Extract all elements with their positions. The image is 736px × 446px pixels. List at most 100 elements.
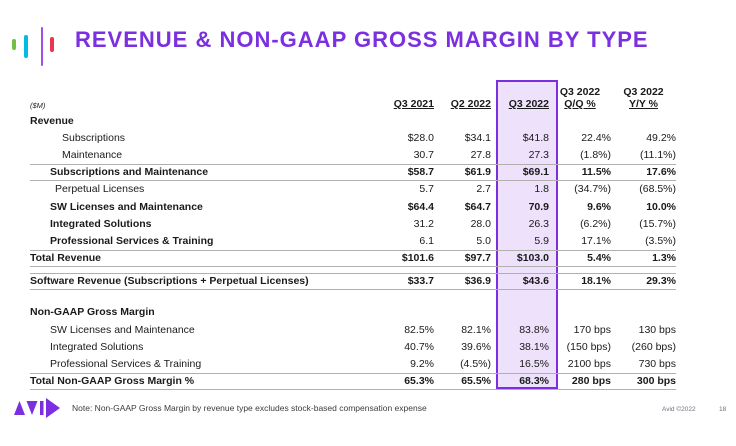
row-label: SW Licenses and Maintenance [50, 323, 195, 336]
column-header: Q3 2022 Y/Y % [611, 86, 676, 110]
table-row: Integrated Solutions 31.2 28.0 26.3 (6.2… [30, 215, 676, 232]
table-row: Software Revenue (Subscriptions + Perpet… [30, 272, 676, 290]
cell-qoq-pct: (1.8%) [580, 148, 611, 161]
cell-q3-2021: $28.0 [407, 131, 434, 144]
cell-yoy-pct: (11.1%) [640, 148, 676, 161]
cell-q3-2022: $41.8 [522, 131, 549, 144]
table-row: Maintenance 30.7 27.8 27.3 (1.8%) (11.1%… [30, 146, 676, 163]
footnote: Note: Non-GAAP Gross Margin by revenue t… [72, 403, 427, 413]
column-header-line2: Q/Q % [564, 98, 596, 110]
row-label: Professional Services & Training [50, 358, 202, 371]
row-label: Integrated Solutions [50, 340, 144, 353]
table-row [30, 290, 676, 304]
cell-yoy-pct: (68.5%) [639, 183, 676, 196]
cell-q3-2022: $43.6 [522, 275, 549, 288]
cell-q3-2022: 26.3 [528, 217, 549, 230]
cell-q3-2022: 5.9 [534, 234, 549, 247]
cell-q3-2021: 82.5% [404, 323, 434, 336]
table-row: Total Non-GAAP Gross Margin % 65.3% 65.5… [30, 372, 676, 390]
row-label: Maintenance [62, 148, 123, 161]
row-label: Revenue [30, 114, 74, 127]
cell-yoy-pct: 10.0% [646, 200, 676, 213]
column-header-line1: Q3 2022 [559, 86, 601, 98]
column-header-line2: Q2 2022 [450, 98, 491, 110]
cell-q3-2021: 9.2% [410, 358, 434, 371]
cell-qoq-pct: 9.6% [587, 200, 611, 213]
cell-qoq-pct: 18.1% [581, 275, 611, 288]
cell-qoq-pct: (34.7%) [574, 183, 611, 196]
cell-q2-2022: $97.7 [464, 252, 491, 265]
cell-q2-2022: 2.7 [476, 183, 491, 196]
table-row: Total Revenue $101.6 $97.7 $103.0 5.4% 1… [30, 249, 676, 267]
cell-yoy-pct: (260 bps) [631, 340, 676, 353]
table-header-row: ($M) Q3 2021 Q2 2022 Q3 2022 Q3 2022 Q/Q… [30, 84, 676, 112]
table-row: Integrated Solutions 40.7% 39.6% 38.1% (… [30, 338, 676, 355]
cell-q3-2022: $69.1 [522, 166, 549, 179]
cell-q3-2021: $101.6 [401, 252, 434, 265]
cell-qoq-pct: 22.4% [581, 131, 611, 144]
table-row: Non-GAAP Gross Margin [30, 304, 676, 321]
cell-q2-2022: $64.7 [464, 200, 491, 213]
cell-qoq-pct: 280 bps [571, 375, 611, 388]
cell-q3-2022: $103.0 [516, 252, 549, 265]
accent-bar-cyan-icon [24, 35, 28, 58]
cell-qoq-pct: 5.4% [587, 252, 611, 265]
cell-q3-2021: 40.7% [404, 340, 434, 353]
cell-q3-2021: 5.7 [419, 183, 434, 196]
cell-q2-2022: 5.0 [476, 234, 491, 247]
table-row: Perpetual Licenses 5.7 2.7 1.8 (34.7%) (… [30, 181, 676, 198]
q3-2022-highlight-column [496, 80, 558, 389]
cell-yoy-pct: 1.3% [652, 252, 676, 265]
row-label: Software Revenue (Subscriptions + Perpet… [30, 275, 309, 288]
column-header-line1: Q3 2022 [623, 86, 664, 98]
row-label: Integrated Solutions [50, 217, 152, 230]
cell-yoy-pct: 17.6% [646, 166, 676, 179]
cell-q2-2022: 82.1% [461, 323, 491, 336]
cell-q3-2021: $58.7 [407, 166, 434, 179]
cell-q2-2022: $36.9 [464, 275, 491, 288]
cell-q2-2022: 28.0 [470, 217, 491, 230]
row-label: Perpetual Licenses [55, 183, 145, 196]
column-header: Q3 2022 Q/Q % [549, 86, 611, 110]
column-header-line2: Q3 2022 [508, 98, 549, 110]
cell-q3-2021: $64.4 [407, 200, 434, 213]
cell-qoq-pct: (150 bps) [566, 340, 611, 353]
table-body: Revenue Subscriptions $28.0 $34.1 $41.8 … [30, 112, 676, 390]
cell-q2-2022: 39.6% [461, 340, 491, 353]
column-header-line2: Y/Y % [629, 98, 658, 110]
row-label: Subscriptions and Maintenance [50, 166, 209, 179]
row-label: SW Licenses and Maintenance [50, 200, 203, 213]
cell-yoy-pct: 300 bps [636, 375, 676, 388]
cell-q3-2021: 31.2 [413, 217, 434, 230]
cell-qoq-pct: 11.5% [581, 166, 611, 179]
cell-q3-2022: 38.1% [519, 340, 549, 353]
financial-table: ($M) Q3 2021 Q2 2022 Q3 2022 Q3 2022 Q/Q… [30, 84, 676, 390]
cell-q3-2022: 70.9 [528, 200, 549, 213]
table-row: Subscriptions and Maintenance $58.7 $61.… [30, 163, 676, 181]
cell-yoy-pct: 730 bps [638, 358, 676, 371]
cell-q3-2021: 6.1 [419, 234, 434, 247]
cell-yoy-pct: (15.7%) [639, 217, 676, 230]
column-header: Q3 2022 [491, 98, 549, 110]
cell-q3-2021: $33.7 [407, 275, 434, 288]
cell-qoq-pct: 2100 bps [567, 358, 611, 371]
cell-q3-2022: 27.3 [528, 148, 549, 161]
cell-q3-2022: 1.8 [534, 183, 549, 196]
table-row: SW Licenses and Maintenance 82.5% 82.1% … [30, 321, 676, 338]
cell-yoy-pct: 49.2% [646, 131, 676, 144]
row-label: Subscriptions [62, 131, 126, 144]
cell-yoy-pct: (3.5%) [645, 234, 676, 247]
cell-q2-2022: (4.5%) [460, 358, 491, 371]
column-header: Q2 2022 [434, 98, 491, 110]
avid-logo-icon [14, 398, 60, 423]
cell-qoq-pct: 17.1% [581, 234, 611, 247]
cell-yoy-pct: 29.3% [646, 275, 676, 288]
table-row: Professional Services & Training 9.2% (4… [30, 355, 676, 372]
column-header: Q3 2021 [376, 98, 434, 110]
row-label: Non-GAAP Gross Margin [30, 306, 155, 319]
cell-q2-2022: $34.1 [464, 131, 491, 144]
row-label: Total Non-GAAP Gross Margin % [30, 375, 195, 388]
table-row: Subscriptions $28.0 $34.1 $41.8 22.4% 49… [30, 129, 676, 146]
accent-bar-green-icon [12, 39, 16, 50]
